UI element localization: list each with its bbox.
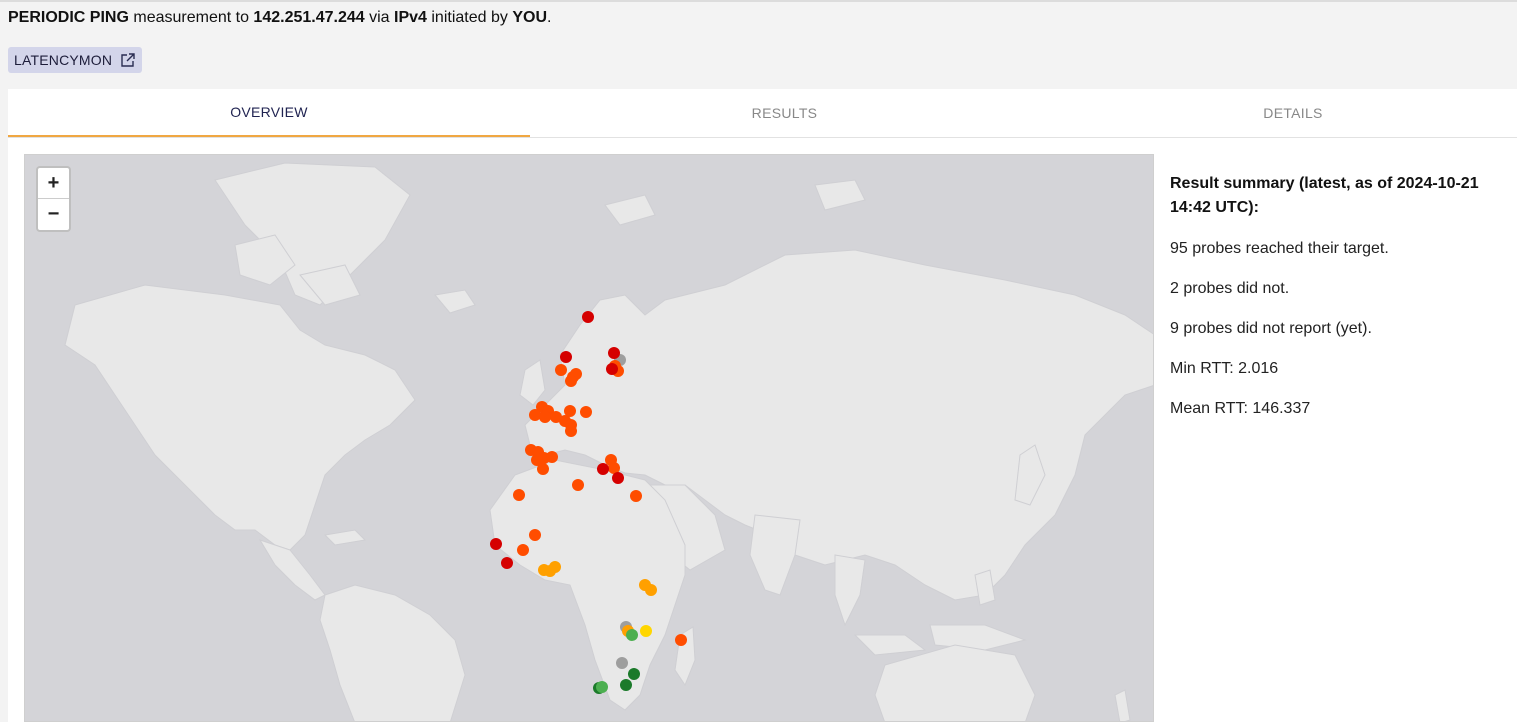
probe-marker[interactable] [565,375,577,387]
measurement-target: 142.251.47.244 [253,9,365,26]
probe-marker[interactable] [608,462,620,474]
summary-not-reported: 9 probes did not report (yet). [1170,320,1372,337]
probe-marker[interactable] [501,557,513,569]
zoom-control: + − [36,166,71,232]
probe-marker[interactable] [544,565,556,577]
measurement-type: PERIODIC PING [8,9,129,26]
probe-marker[interactable] [537,463,549,475]
probe-marker[interactable] [616,657,628,669]
world-map [64,162,1153,721]
probe-marker[interactable] [612,472,624,484]
headline-text-3: initiated by [431,9,508,26]
content-panel: OVERVIEW RESULTS DETAILS [8,89,1517,722]
summary-mean-rtt: Mean RTT: 146.337 [1170,400,1311,417]
address-family: IPv4 [394,9,427,26]
probe-marker[interactable] [564,405,576,417]
probe-marker[interactable] [630,490,642,502]
probe-marker[interactable] [560,351,572,363]
headline-text-2: via [369,9,390,26]
probe-marker[interactable] [490,538,502,550]
probe-marker[interactable] [606,363,618,375]
probe-marker[interactable] [675,634,687,646]
tab-details[interactable]: DETAILS [1263,104,1323,121]
probe-marker[interactable] [596,681,608,693]
tab-overview[interactable]: OVERVIEW [8,89,530,137]
probe-marker[interactable] [572,479,584,491]
headline-text-1: measurement to [133,9,249,26]
zoom-in-button[interactable]: + [38,168,69,199]
probe-markers [490,311,687,694]
probe-marker[interactable] [608,347,620,359]
probe-marker[interactable] [531,454,543,466]
probe-marker[interactable] [539,411,551,423]
tab-bar: OVERVIEW RESULTS DETAILS [8,89,1517,138]
probe-marker[interactable] [513,489,525,501]
initiator: YOU [512,9,547,26]
latencymon-link[interactable]: LATENCYMON [8,47,143,73]
probe-marker[interactable] [628,668,640,680]
top-border [0,0,1517,2]
probe-marker[interactable] [546,451,558,463]
external-link-icon [121,53,135,67]
probe-marker[interactable] [626,629,638,641]
result-summary: Result summary (latest, as of 2024-10-21… [1170,172,1510,438]
probe-marker[interactable] [555,364,567,376]
probe-marker[interactable] [597,463,609,475]
zoom-out-button[interactable]: − [47,202,60,225]
probe-marker[interactable] [529,409,541,421]
probe-map[interactable]: + − [24,154,1154,722]
probe-marker[interactable] [517,544,529,556]
summary-not-reached: 2 probes did not. [1170,280,1290,297]
tab-results[interactable]: RESULTS [751,104,818,121]
probe-marker[interactable] [565,425,577,437]
summary-title: Result summary (latest, as of 2024-10-21… [1170,175,1479,216]
latencymon-label: LATENCYMON [14,52,113,68]
probe-marker[interactable] [645,584,657,596]
headline-period: . [547,9,552,26]
summary-reached: 95 probes reached their target. [1170,240,1389,257]
probe-marker[interactable] [582,311,594,323]
measurement-headline: PERIODIC PING measurement to 142.251.47.… [8,9,551,27]
probe-marker[interactable] [620,679,632,691]
summary-min-rtt: Min RTT: 2.016 [1170,360,1279,377]
probe-marker[interactable] [529,529,541,541]
probe-marker[interactable] [640,625,652,637]
probe-marker[interactable] [550,411,562,423]
probe-marker[interactable] [580,406,592,418]
